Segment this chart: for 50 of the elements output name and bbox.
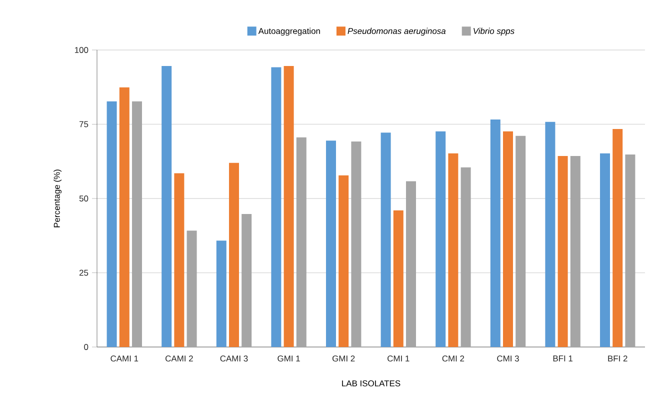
bar	[351, 141, 362, 347]
legend-label: Vibrio spps	[474, 28, 514, 36]
bar	[490, 119, 500, 347]
x-tick-label: CAMI 2	[166, 356, 193, 362]
bar	[229, 162, 239, 347]
y-tick-label: 75	[80, 121, 88, 128]
y-tick-label: 100	[74, 47, 88, 53]
x-tick-label: BFI 1	[553, 356, 573, 362]
x-axis-title: LAB ISOLATES	[342, 380, 400, 386]
x-tick-label: CMI 3	[497, 356, 519, 362]
bar	[516, 136, 526, 347]
bar	[393, 210, 404, 347]
bar	[271, 67, 282, 347]
y-tick-label: 0	[84, 344, 88, 350]
x-tick-label: CMI 2	[442, 356, 464, 362]
bar	[436, 131, 446, 347]
x-tick-label: CAMI 1	[110, 356, 138, 362]
bar	[503, 131, 513, 347]
y-axis-title: Percentage (%)	[54, 170, 62, 228]
bar	[296, 137, 306, 347]
bar	[460, 167, 471, 347]
bar	[284, 66, 294, 347]
bar	[338, 175, 349, 347]
y-tick-label: 25	[79, 270, 88, 276]
bar	[106, 101, 117, 347]
bar	[448, 153, 458, 347]
bar	[119, 87, 130, 347]
x-tick-label: GMI 2	[332, 356, 355, 362]
bar	[174, 173, 184, 347]
bar	[612, 129, 623, 347]
bar	[558, 156, 568, 347]
bar	[406, 181, 416, 347]
bar	[132, 101, 142, 347]
bar	[600, 153, 610, 347]
bar	[186, 230, 197, 347]
bar	[242, 214, 252, 347]
bar	[545, 122, 556, 347]
y-tick-label: 50	[79, 196, 88, 202]
bar	[570, 156, 580, 347]
bar	[216, 240, 226, 347]
bar	[326, 140, 336, 347]
x-tick-label: CMI 1	[388, 356, 410, 362]
legend-label: Autoaggregation	[258, 28, 320, 36]
bar	[625, 154, 636, 347]
x-tick-label: BFI 2	[608, 356, 628, 362]
x-tick-label: GMI 1	[278, 356, 300, 362]
legend-label: Pseudomonas aeruginosa	[348, 28, 446, 36]
x-tick-label: CAMI 3	[220, 356, 248, 362]
bar	[380, 132, 391, 347]
bar	[162, 66, 172, 347]
